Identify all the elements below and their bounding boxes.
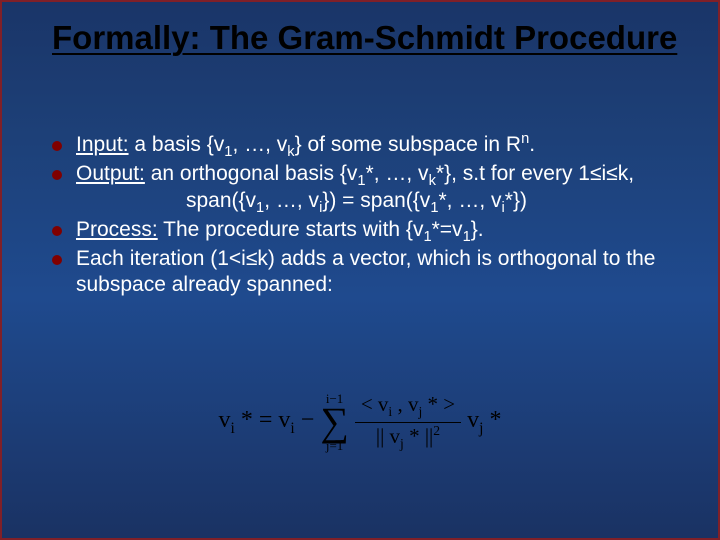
slide-title: Formally: The Gram-Schmidt Procedure: [52, 20, 678, 56]
bullet-output: Output: an orthogonal basis {v1*, …, vk*…: [52, 161, 678, 215]
fraction: < vi , vj * > || vj * ||2: [355, 393, 461, 451]
formula-tail: vj *: [467, 407, 501, 438]
fraction-numerator: < vi , vj * >: [355, 393, 461, 423]
sigma-icon: ∑: [320, 405, 349, 439]
bullet-text: Output: an orthogonal basis {v1*, …, vk*…: [76, 161, 678, 215]
slide: Formally: The Gram-Schmidt Procedure Inp…: [0, 0, 720, 540]
bullet-label: Process:: [76, 218, 158, 241]
formula-lhs: vi * = vi −: [219, 407, 315, 438]
sum-lower: j=1: [326, 439, 343, 452]
span-equation: span({v1, …, vi}) = span({v1*, …, vi*}): [76, 188, 678, 215]
gram-schmidt-formula: vi * = vi − i−1 ∑ j=1 < vi , vj * > || v…: [219, 392, 502, 452]
bullet-label: Input:: [76, 133, 129, 156]
bullet-rest: a basis {v1, …, vk} of some subspace in …: [129, 133, 536, 156]
bullet-list: Input: a basis {v1, …, vk} of some subsp…: [52, 132, 678, 301]
bullet-rest: an orthogonal basis {v1*, …, vk*}, s.t f…: [145, 162, 634, 185]
bullet-process: Process: The procedure starts with {v1*=…: [52, 217, 678, 244]
bullet-disc-icon: [52, 170, 62, 180]
summation: i−1 ∑ j=1: [320, 392, 349, 452]
bullet-disc-icon: [52, 255, 62, 265]
bullet-text: Input: a basis {v1, …, vk} of some subsp…: [76, 132, 678, 159]
bullet-text: Each iteration (1<i≤k) adds a vector, wh…: [76, 246, 678, 300]
bullet-disc-icon: [52, 141, 62, 151]
bullet-iteration: Each iteration (1<i≤k) adds a vector, wh…: [52, 246, 678, 300]
bullet-input: Input: a basis {v1, …, vk} of some subsp…: [52, 132, 678, 159]
bullet-disc-icon: [52, 226, 62, 236]
formula-container: vi * = vi − i−1 ∑ j=1 < vi , vj * > || v…: [2, 392, 718, 452]
bullet-rest: Each iteration (1<i≤k) adds a vector, wh…: [76, 247, 655, 297]
bullet-rest: The procedure starts with {v1*=v1}.: [158, 218, 484, 241]
bullet-text: Process: The procedure starts with {v1*=…: [76, 217, 678, 244]
bullet-label: Output:: [76, 162, 145, 185]
fraction-denominator: || vj * ||2: [370, 423, 446, 452]
